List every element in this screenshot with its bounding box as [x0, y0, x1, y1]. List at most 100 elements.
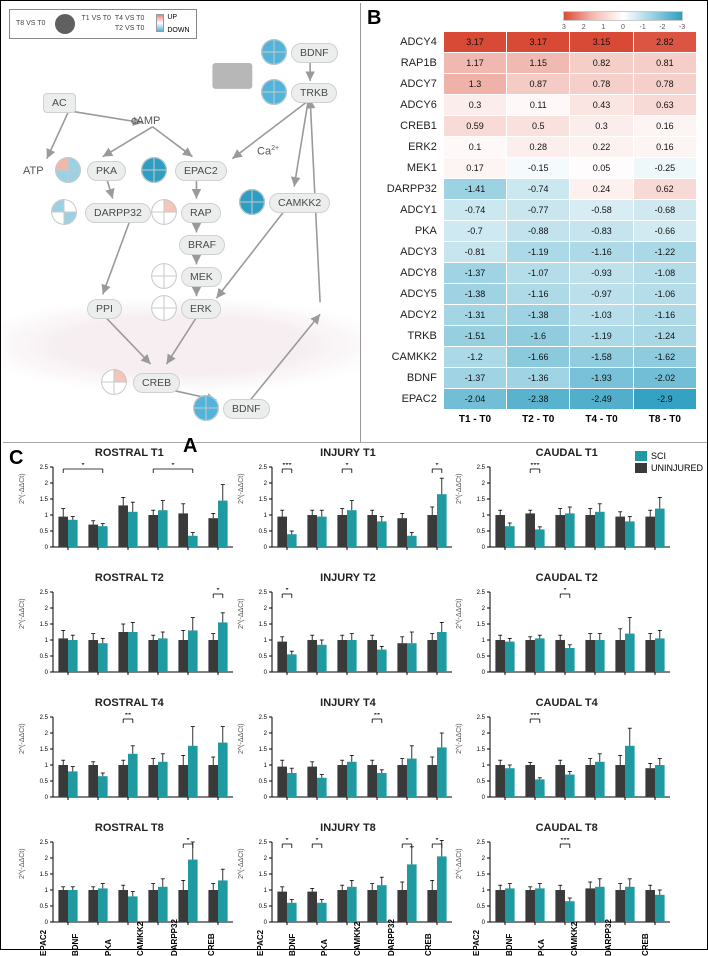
subplot-ylabel: 2^(-ΔΔCt): [19, 723, 26, 754]
svg-text:2: 2: [482, 606, 486, 612]
hm-cell: -1.38: [507, 305, 570, 326]
legend-uninjured: UNINJURED: [651, 463, 703, 473]
hm-cell: 0.11: [507, 95, 570, 116]
svg-text:2.5: 2.5: [40, 590, 49, 596]
hm-cell: -1.37: [443, 368, 506, 389]
gene-label-camkk2: CAMKK2: [136, 922, 145, 956]
panel-a-legend: T8 VS T0 T1 VS T0 T4 VS T0 T2 VS T0 UP D…: [9, 9, 197, 39]
svg-text:*: *: [285, 588, 288, 595]
hm-cell: -0.77: [507, 200, 570, 221]
svg-text:0: 0: [45, 670, 49, 676]
hm-cell: 0.22: [570, 137, 633, 158]
hm-cell: -2.49: [570, 389, 633, 410]
svg-text:1.5: 1.5: [40, 497, 49, 503]
hm-cell: -0.68: [633, 200, 696, 221]
hm-cell: -0.7: [443, 221, 506, 242]
svg-text:1: 1: [263, 513, 267, 519]
hm-row-adcy3: ADCY3: [371, 242, 443, 263]
svg-text:1: 1: [482, 763, 486, 769]
svg-text:0.5: 0.5: [40, 779, 49, 785]
hm-cell: -1.41: [443, 179, 506, 200]
subplot-ylabel: 2^(-ΔΔCt): [238, 473, 245, 504]
hm-cell: 0.24: [570, 179, 633, 200]
hm-cell: 1.3: [443, 74, 506, 95]
gene-label-bdnf: BDNF: [288, 924, 297, 956]
svg-text:0.5: 0.5: [477, 529, 486, 535]
legend-up: UP: [167, 14, 189, 21]
svg-text:0.5: 0.5: [258, 904, 267, 910]
pie-creb: [101, 369, 127, 395]
gene-label-camkk2: CAMKK2: [353, 922, 362, 956]
gene-label-creb: CREB: [641, 924, 650, 956]
svg-text:1.5: 1.5: [477, 497, 486, 503]
svg-text:2: 2: [45, 481, 49, 487]
svg-text:0: 0: [263, 545, 267, 551]
hm-cell: -0.58: [570, 200, 633, 221]
svg-text:2: 2: [482, 481, 486, 487]
node-pka: PKA: [87, 161, 126, 181]
hm-cell: -1.6: [507, 326, 570, 347]
node-camkk2: CAMKK2: [269, 193, 330, 213]
svg-text:0.5: 0.5: [258, 654, 267, 660]
svg-text:*: *: [345, 463, 348, 470]
pie-trkb: [261, 79, 287, 105]
hm-cell: -1.08: [633, 263, 696, 284]
svg-text:2.5: 2.5: [477, 465, 486, 471]
subplot-rostral-t8: ROSTRAL T8 2^(-ΔΔCt) 00.511.522.5*: [23, 824, 236, 945]
svg-text:0: 0: [482, 795, 486, 801]
svg-text:2.5: 2.5: [258, 590, 267, 596]
hm-cell: -1.2: [443, 347, 506, 368]
subplot-title: CAUDAL T8: [460, 822, 673, 834]
node-braf: BRAF: [179, 235, 225, 255]
svg-text:0: 0: [482, 670, 486, 676]
subplot-ylabel: 2^(-ΔΔCt): [19, 473, 26, 504]
legend-q-tr: T1 VS T0: [81, 14, 110, 24]
svg-text:2: 2: [482, 856, 486, 862]
hm-cell: -2.9: [633, 389, 696, 410]
svg-text:0.5: 0.5: [258, 529, 267, 535]
hm-cell: -1.22: [633, 242, 696, 263]
svg-text:2: 2: [45, 856, 49, 862]
node-bdnftop: BDNF: [291, 43, 338, 63]
svg-text:0.5: 0.5: [477, 779, 486, 785]
subplot-caudal-t4: CAUDAL T4 2^(-ΔΔCt) 00.511.522.5***: [460, 699, 673, 820]
subplot-title: INJURY T8: [242, 822, 455, 834]
hm-row-creb1: CREB1: [371, 116, 443, 137]
svg-text:0.5: 0.5: [40, 529, 49, 535]
svg-text:0.5: 0.5: [477, 654, 486, 660]
heatmap-colorbar: 3210-1-2-3: [563, 11, 683, 21]
txt-ca: Ca2+: [257, 145, 279, 158]
svg-text:1.5: 1.5: [258, 497, 267, 503]
svg-text:*: *: [216, 588, 219, 595]
gene-label-darpp32: DARPP32: [170, 919, 179, 956]
hm-cell: 3.17: [443, 32, 506, 53]
svg-text:**: **: [374, 713, 380, 720]
svg-text:0.5: 0.5: [40, 654, 49, 660]
panel-c-legend: SCI UNINJURED: [635, 451, 703, 475]
hm-cell: 0.78: [570, 74, 633, 95]
svg-text:2: 2: [263, 731, 267, 737]
hm-col-label: T1 - T0: [443, 410, 506, 426]
hm-row-adcy4: ADCY4: [371, 32, 443, 53]
subplot-injury-t2: INJURY T2 2^(-ΔΔCt) 00.511.522.5*: [242, 574, 455, 695]
panel-b-label: B: [367, 7, 381, 30]
hm-cell: -1.93: [570, 368, 633, 389]
txt-camp: cAMP: [131, 115, 160, 127]
hm-row-erk2: ERK2: [371, 137, 443, 158]
hm-cell: 0.28: [507, 137, 570, 158]
pie-rap: [151, 199, 177, 225]
gene-label-epac2: EPAC2: [256, 924, 265, 956]
subplot-title: INJURY T2: [242, 572, 455, 584]
subplot-title: INJURY T4: [242, 697, 455, 709]
hm-cell: 0.78: [633, 74, 696, 95]
hm-row-rap1b: RAP1B: [371, 53, 443, 74]
hm-cell: 0.17: [443, 158, 506, 179]
svg-text:*: *: [81, 463, 84, 470]
node-ac: AC: [43, 93, 76, 113]
hm-cell: -1.19: [570, 326, 633, 347]
hm-cell: -2.38: [507, 389, 570, 410]
hm-cell: -0.93: [570, 263, 633, 284]
svg-text:2.5: 2.5: [258, 715, 267, 721]
svg-text:0.5: 0.5: [258, 779, 267, 785]
hm-row-adcy7: ADCY7: [371, 74, 443, 95]
